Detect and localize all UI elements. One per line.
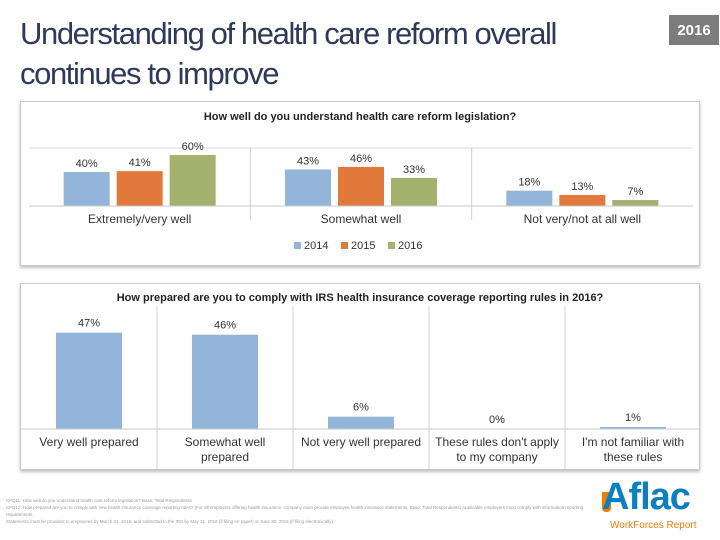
legend-swatch-2014 (294, 242, 301, 249)
bar-2014-2 (506, 190, 553, 206)
aflac-logo: Aflac WorkForces Report (596, 476, 716, 538)
bar-2014-0 (63, 172, 110, 206)
legend-swatch-2016 (388, 242, 395, 249)
bar-2015-0 (116, 171, 163, 206)
data-label-2015-1: 46% (350, 153, 372, 165)
bar-2015-1 (338, 166, 384, 206)
category-label-1: Somewhat well (321, 212, 402, 226)
data-label-0: 47% (78, 318, 100, 330)
chart-1-title: How well do you understand health care r… (203, 111, 517, 123)
data-label-2015-0: 41% (129, 157, 151, 169)
bar-4 (600, 426, 666, 429)
data-label-2016-2: 7% (627, 186, 643, 198)
chart-1-svg: 40% 41% 60% Extremely/very well 43% 46% 33% Som… (29, 141, 693, 252)
legend-label-2014: 2014 (304, 240, 328, 252)
category-label-2-line-0: Not very well prepared (301, 435, 421, 449)
data-label-2: 6% (353, 402, 369, 414)
category-label-1-line-0: Somewhat well (185, 435, 266, 449)
page-title: Understanding of health care reform over… (20, 16, 557, 91)
bar-2014-1 (285, 169, 331, 206)
data-label-2016-1: 33% (403, 164, 425, 176)
data-label-2014-1: 43% (297, 155, 319, 167)
footnote: CFQ11: How well do you understand health… (6, 497, 596, 525)
chart-preparedness-panel: How prepared are you to comply with IRS … (20, 283, 700, 470)
logo-subtitle: WorkForces Report (610, 520, 697, 531)
year-badge: 2016 (669, 15, 719, 45)
data-label-2015-2: 13% (571, 181, 593, 193)
aflac-duck-icon (602, 492, 611, 512)
category-label-4-line-1: these rules (604, 450, 663, 464)
category-label-0-line-0: Very well prepared (39, 435, 138, 449)
chart-2-title: How prepared are you to comply with IRS … (116, 292, 604, 304)
bar-1 (192, 334, 258, 429)
bar-2016-1 (391, 177, 437, 206)
logo-name: Aflac (602, 476, 691, 518)
category-label-3-line-0: These rules don't apply (435, 435, 559, 449)
legend-swatch-2015 (341, 242, 348, 249)
legend-label-2015: 2015 (351, 240, 375, 252)
data-label-4: 1% (625, 412, 641, 424)
bar-2 (328, 416, 394, 429)
bar-2015-2 (559, 194, 606, 206)
chart-understanding-panel: How well do you understand health care r… (20, 101, 700, 266)
data-label-3: 0% (489, 414, 505, 426)
category-label-4-line-0: I'm not familiar with (582, 435, 684, 449)
bar-2016-0 (169, 155, 216, 206)
data-label-1: 46% (214, 320, 236, 332)
data-label-2016-0: 60% (182, 141, 204, 153)
footnote-line-1: CFQ11: How well do you understand health… (6, 498, 192, 503)
category-label-0: Extremely/very well (88, 212, 191, 226)
category-label-2: Not very/not at all well (524, 212, 641, 226)
footnote-line-3: Statements must be provided to employees… (6, 519, 335, 524)
category-label-3-line-1: to my company (456, 450, 537, 464)
data-label-2014-2: 18% (518, 177, 540, 189)
footnote-line-2: CFQ12: How prepared are you to comply wi… (6, 505, 584, 517)
data-label-2014-0: 40% (76, 158, 98, 170)
chart-2-svg: 47% Very well prepared 46% Somewhat wellpre… (21, 306, 699, 469)
bar-2016-2 (612, 200, 659, 206)
legend-label-2016: 2016 (398, 240, 422, 252)
bar-0 (56, 332, 122, 429)
category-label-1-line-1: prepared (201, 450, 249, 464)
